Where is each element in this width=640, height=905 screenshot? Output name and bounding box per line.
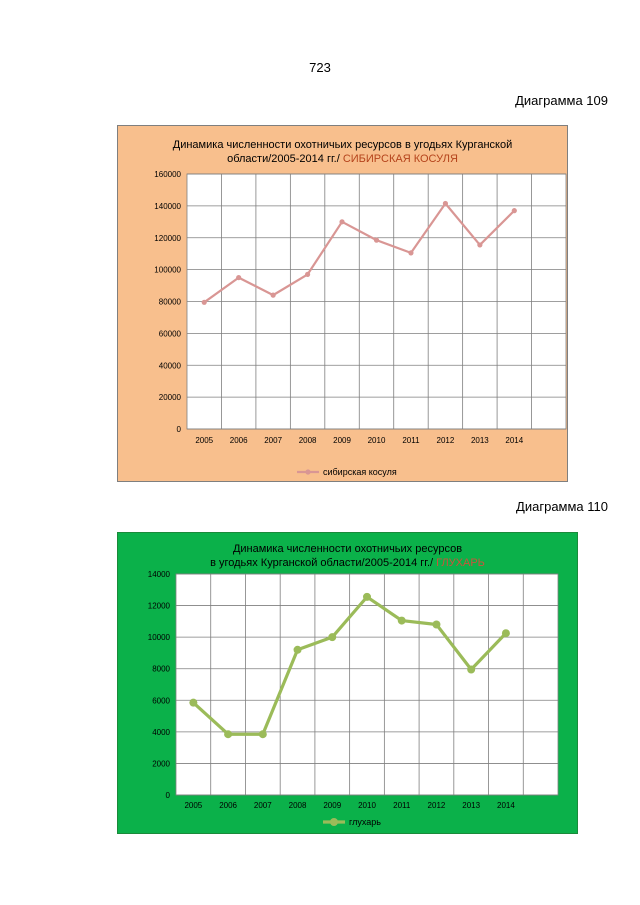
- data-point: [442, 200, 449, 207]
- y-tick-label: 120000: [154, 234, 181, 243]
- x-tick-label: 2005: [184, 801, 202, 810]
- data-point: [363, 592, 371, 601]
- diagram-label-109: Диаграмма 109: [515, 93, 608, 108]
- x-tick-label: 2009: [323, 801, 341, 810]
- page-number: 723: [309, 60, 331, 75]
- chart-plot-capercaillie: 0 2000 4000 6000 8000 10000 12000 14000 2005 2006…: [148, 570, 559, 827]
- data-point: [467, 665, 476, 674]
- legend-label: глухарь: [349, 817, 381, 827]
- chart-capercaillie: Динамика численности охотничьих ресурсов…: [117, 532, 578, 834]
- y-tick-label: 0: [166, 791, 171, 800]
- x-tick-label: 2007: [264, 436, 282, 445]
- x-tick-label: 2006: [219, 801, 237, 810]
- x-tick-label: 2010: [368, 436, 386, 445]
- series-line: [203, 202, 516, 304]
- chart-title-line2: в угодьях Курганской области/2005-2014 г…: [210, 557, 437, 569]
- y-tick-label: 60000: [159, 329, 182, 338]
- y-tick-label: 80000: [159, 298, 182, 307]
- chart-plot-roe-deer: 0 20000 40000 60000 80000 100000 120000 140000 1…: [154, 170, 567, 477]
- diagram-label-110: Диаграмма 110: [516, 499, 608, 514]
- y-tick-label: 0: [177, 425, 182, 434]
- x-tick-label: 2008: [289, 801, 307, 810]
- x-tick-label: 2010: [358, 801, 376, 810]
- y-tick-label: 6000: [152, 696, 170, 705]
- plot-area: [175, 573, 559, 796]
- data-point: [397, 616, 406, 625]
- x-tick-label: 2005: [195, 436, 213, 445]
- x-tick-label: 2014: [497, 801, 515, 810]
- chart-title: Динамика численности охотничьих ресурсов…: [118, 138, 567, 166]
- data-point: [304, 271, 311, 278]
- chart-title-species: ГЛУХАРЬ: [436, 557, 485, 569]
- data-point: [293, 645, 302, 654]
- data-point: [236, 274, 242, 281]
- chart-title-line1: Динамика численности охотничьих ресурсов: [232, 543, 463, 555]
- y-tick-label: 100000: [154, 266, 181, 275]
- chart-title-species: СИБИРСКАЯ КОСУЛЯ: [342, 153, 458, 165]
- data-point: [224, 730, 233, 739]
- data-point: [189, 698, 198, 707]
- y-tick-label: 14000: [148, 570, 171, 579]
- y-tick-label: 160000: [154, 170, 181, 179]
- y-tick-label: 40000: [159, 361, 182, 370]
- y-tick-label: 8000: [152, 665, 170, 674]
- chart-title-line2: области/2005-2014 гг./: [227, 153, 343, 165]
- x-tick-label: 2011: [393, 801, 411, 810]
- x-tick-label: 2012: [437, 436, 455, 445]
- x-tick-label: 2014: [505, 436, 523, 445]
- x-tick-label: 2009: [333, 436, 351, 445]
- x-tick-label: 2013: [462, 801, 480, 810]
- legend-label: сибирская косуля: [323, 467, 397, 477]
- x-tick-label: 2012: [428, 801, 446, 810]
- data-point: [432, 620, 441, 629]
- y-tick-label: 4000: [152, 728, 170, 737]
- data-point: [201, 299, 207, 305]
- legend-marker: [330, 818, 338, 826]
- series-line: [192, 595, 508, 736]
- data-point: [328, 633, 337, 642]
- data-point: [270, 292, 276, 298]
- y-tick-label: 10000: [148, 633, 171, 642]
- data-point: [477, 242, 483, 248]
- x-tick-label: 2013: [471, 436, 489, 445]
- chart-roe-deer: Динамика численности охотничьих ресурсов…: [117, 125, 568, 482]
- legend-marker: [305, 469, 311, 475]
- y-tick-label: 2000: [152, 759, 170, 768]
- y-tick-label: 12000: [148, 602, 171, 611]
- chart-title-line1: Динамика численности охотничьих ресурсов…: [172, 139, 513, 151]
- data-point: [511, 208, 517, 214]
- x-tick-label: 2007: [254, 801, 272, 810]
- data-point: [258, 730, 267, 739]
- chart-title: Динамика численности охотничьих ресурсов…: [118, 542, 577, 570]
- data-point: [501, 629, 510, 638]
- x-tick-label: 2006: [230, 436, 248, 445]
- x-tick-label: 2011: [402, 436, 420, 445]
- data-point: [373, 237, 380, 243]
- data-point: [408, 250, 414, 256]
- y-tick-label: 20000: [159, 393, 182, 402]
- data-point: [339, 219, 345, 225]
- x-tick-label: 2008: [299, 436, 317, 445]
- y-tick-label: 140000: [154, 202, 181, 211]
